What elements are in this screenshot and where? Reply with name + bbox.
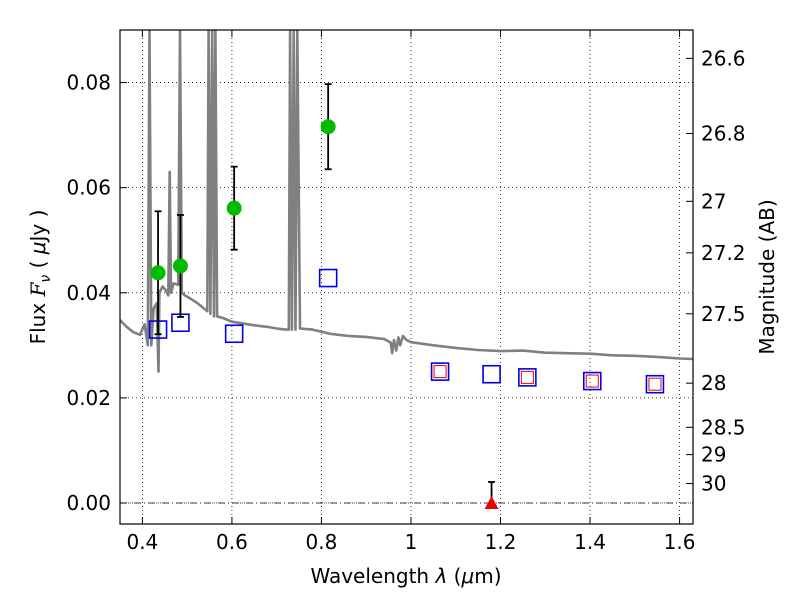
- x-tick-label: 0.6: [216, 530, 248, 554]
- observed-point: [172, 258, 188, 274]
- x-axis-title-symbol: λ: [434, 564, 447, 588]
- model-inner-square-marker: [648, 377, 662, 391]
- y2-tick-label: 27.5: [701, 302, 746, 326]
- model-square-marker: [224, 324, 244, 344]
- y2-axis-title: Magnitude (AB): [755, 199, 779, 354]
- model-square-marker: [318, 268, 338, 288]
- observed-point: [150, 265, 166, 281]
- y2-tick-label: 27: [701, 189, 726, 213]
- x-axis-title-suffix: (: [447, 564, 461, 588]
- y-axis-title-subscript: ν: [38, 275, 54, 283]
- model-square-marker: [582, 371, 602, 391]
- y-axis-title-suffix: (: [26, 254, 50, 275]
- model-square-marker: [430, 362, 450, 381]
- x-axis-title-unit-mu: μ: [460, 564, 474, 588]
- x-tick-label: 1.2: [485, 530, 517, 554]
- y2-tick-label: 28: [701, 371, 726, 395]
- x-tick-label: 1: [405, 530, 418, 554]
- model-square-marker: [482, 364, 501, 384]
- model-inner-square-marker: [433, 365, 447, 379]
- y-tick-label: 0.08: [66, 71, 111, 95]
- y-axis-title-symbol: F: [26, 281, 50, 297]
- grid-lines: [120, 30, 693, 524]
- x-axis-title-unit: m): [474, 564, 501, 588]
- x-tick-label: 0.4: [126, 530, 158, 554]
- model-inner-square-marker: [585, 374, 599, 388]
- axis-ticks: 0.4 0.6 0.8 1 1.2 1.4 1.6 0.00 0.02 0.04 0.06 0.08 2…: [66, 30, 746, 554]
- y-axis-title-prefix: Flux: [26, 296, 50, 344]
- spectrum-line: [120, 30, 693, 373]
- y-tick-label: 0.00: [66, 491, 111, 515]
- model-square-marker: [518, 368, 537, 387]
- y-tick-label: 0.04: [66, 281, 111, 305]
- y-axis-title-unit-mu: μ: [26, 241, 50, 255]
- y-tick-label: 0.02: [66, 386, 111, 410]
- x-tick-label: 1.6: [664, 530, 696, 554]
- data-markers: [148, 83, 665, 509]
- y2-tick-label: 26.6: [701, 46, 746, 70]
- model-square-marker: [645, 374, 665, 394]
- y-axis-title-unit: Jy ): [26, 210, 50, 244]
- x-axis-title-prefix: Wavelength: [310, 564, 435, 588]
- x-tick-label: 1.4: [574, 530, 606, 554]
- model-spectrum: [120, 30, 693, 373]
- y2-tick-label: 29: [701, 443, 726, 467]
- plot-frame: [119, 29, 694, 525]
- y2-tick-label: 30: [701, 472, 726, 496]
- model-inner-square-marker: [520, 370, 534, 384]
- observed-point: [226, 200, 242, 216]
- upper-limit-marker: [484, 495, 499, 509]
- observed-point: [320, 119, 336, 135]
- y2-tick-label: 27.2: [701, 241, 746, 265]
- x-axis-title: Wavelength λ (μm): [310, 564, 501, 588]
- y-tick-label: 0.06: [66, 176, 111, 200]
- x-tick-label: 0.8: [306, 530, 338, 554]
- y2-tick-label: 28.5: [701, 415, 746, 439]
- y2-tick-label: 26.8: [701, 122, 746, 146]
- y-axis-title: Flux Fν ( μJy ): [26, 210, 54, 345]
